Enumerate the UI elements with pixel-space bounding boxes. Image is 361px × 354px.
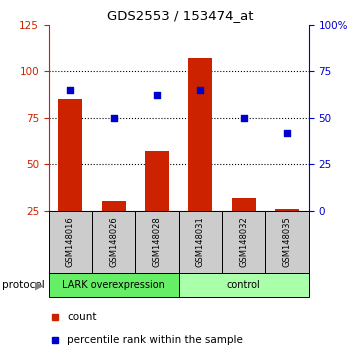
Bar <box>102 201 126 211</box>
Bar <box>58 99 82 211</box>
Point <box>197 87 203 93</box>
Bar <box>49 211 92 273</box>
Bar <box>222 211 265 273</box>
Bar <box>179 211 222 273</box>
Bar <box>135 211 179 273</box>
Text: GDS2553 / 153474_at: GDS2553 / 153474_at <box>107 9 254 22</box>
Point <box>241 115 247 120</box>
Point <box>284 130 290 135</box>
Text: count: count <box>68 312 97 322</box>
Text: ▶: ▶ <box>35 280 43 290</box>
Text: control: control <box>227 280 261 290</box>
Text: GSM148032: GSM148032 <box>239 216 248 267</box>
Text: GSM148026: GSM148026 <box>109 216 118 267</box>
Point <box>154 92 160 98</box>
Bar <box>265 211 309 273</box>
Bar <box>188 58 212 211</box>
Point <box>68 87 73 93</box>
Text: GSM148031: GSM148031 <box>196 216 205 267</box>
Text: protocol: protocol <box>2 280 44 290</box>
Text: percentile rank within the sample: percentile rank within the sample <box>68 335 243 345</box>
Bar <box>275 209 299 211</box>
Bar <box>232 198 256 211</box>
Bar <box>179 273 309 297</box>
Text: GSM148016: GSM148016 <box>66 216 75 267</box>
Text: GSM148028: GSM148028 <box>153 216 161 267</box>
Bar <box>145 151 169 211</box>
Point <box>111 115 117 120</box>
Bar <box>92 211 135 273</box>
Text: GSM148035: GSM148035 <box>283 216 291 267</box>
Bar <box>49 273 179 297</box>
Text: LARK overexpression: LARK overexpression <box>62 280 165 290</box>
